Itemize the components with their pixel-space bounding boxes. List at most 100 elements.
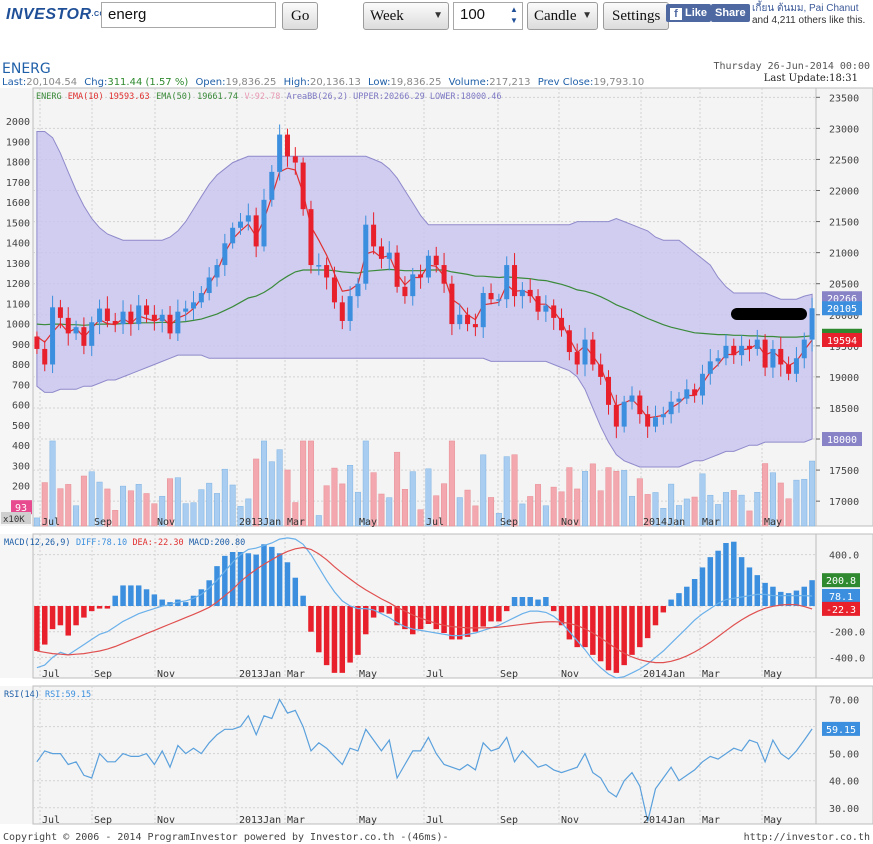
- macd-hist-bar: [190, 595, 197, 606]
- volume-tick-label: 500: [12, 421, 30, 432]
- main-ytick-label: 20000: [829, 311, 859, 322]
- volume-unit-bg: [1, 512, 31, 524]
- chart-type-select[interactable]: Candle ▼: [527, 2, 598, 30]
- candle-body: [652, 417, 658, 427]
- macd-hist-bar: [49, 606, 56, 630]
- price-badge-label: 18000: [827, 435, 857, 446]
- candle-body: [371, 224, 377, 247]
- macd-chart[interactable]: 400.00.0-200.0-400.0MACD(12,26,9)DIFF:78…: [0, 533, 873, 680]
- volume-bar: [464, 489, 471, 527]
- candle-body: [731, 345, 737, 356]
- facebook-like-button[interactable]: f Like: [666, 4, 712, 22]
- volume-bar: [112, 510, 119, 527]
- candle-body: [277, 134, 283, 172]
- volume-bar: [409, 471, 416, 527]
- macd-hist-bar: [660, 606, 667, 613]
- macd-hist-bar: [316, 606, 322, 653]
- candle-body: [73, 327, 79, 334]
- volume-bar: [96, 481, 103, 527]
- facebook-share-button[interactable]: Share: [711, 4, 750, 22]
- volume-bar: [190, 502, 197, 527]
- macd-hist-bar: [323, 606, 330, 666]
- candle-body: [457, 314, 463, 325]
- rsi-xtick-label: 2014Jan: [643, 815, 685, 826]
- main-xtick-label: May: [359, 517, 377, 528]
- price-chart[interactable]: 17000 17500 18000 18500 19000 19500 20000 20500…: [0, 87, 873, 528]
- candle-body: [559, 317, 565, 331]
- macd-hist-bar: [175, 599, 181, 606]
- candle-body: [637, 395, 643, 415]
- volume-bar: [253, 458, 260, 527]
- candle-body: [394, 252, 400, 287]
- macd-hist-bar: [676, 593, 682, 606]
- candle-body: [746, 345, 752, 349]
- main-xtick-label: 2013Jan: [239, 517, 281, 528]
- period-select[interactable]: Week ▼: [363, 2, 449, 30]
- count-stepper[interactable]: 100 ▲ ▼: [453, 2, 523, 30]
- candle-body: [778, 348, 784, 365]
- main-xtick-label: Sep: [94, 517, 112, 528]
- candle-body: [42, 348, 48, 365]
- macd-hist-bar: [496, 606, 502, 622]
- volume-bar: [480, 454, 487, 527]
- volume-bar: [777, 482, 784, 527]
- macd-hist-bar: [112, 595, 118, 606]
- candle-body: [668, 401, 674, 415]
- volume-bar: [229, 484, 236, 527]
- volume-tick-label: 600: [12, 401, 30, 412]
- volume-tick-label: 1500: [6, 218, 30, 229]
- macd-legend-item: DIFF:78.10: [76, 538, 127, 548]
- quote-low-label: Low:: [368, 77, 391, 88]
- candle-body: [89, 322, 95, 346]
- macd-hist-bar: [300, 595, 306, 606]
- candle-body: [253, 215, 259, 247]
- volume-bar: [339, 483, 346, 527]
- volume-bar: [49, 440, 56, 527]
- redaction-mark: [731, 308, 807, 320]
- volume-bar: [511, 454, 518, 527]
- candle-body: [50, 307, 56, 365]
- main-ytick-label: 17000: [829, 497, 859, 508]
- macd-hist-bar: [42, 606, 48, 645]
- candle-body: [566, 330, 572, 353]
- main-legend-item: V:92.78: [245, 92, 281, 102]
- volume-bar: [401, 488, 408, 527]
- macd-hist-bar: [723, 543, 729, 606]
- macd-dea-line: [36, 546, 813, 664]
- settings-button[interactable]: Settings: [603, 2, 670, 30]
- volume-bar: [495, 512, 502, 527]
- macd-hist-bar: [402, 606, 408, 630]
- footer-url: http://investor.co.th: [744, 832, 870, 843]
- stepper-arrows-icon[interactable]: ▲ ▼: [510, 5, 518, 25]
- symbol-input[interactable]: energ: [101, 2, 276, 28]
- macd-hist-bar: [339, 606, 346, 673]
- main-ytick-label: 18500: [829, 404, 859, 415]
- main-legend-item: ENERG: [36, 92, 62, 102]
- rsi-chart[interactable]: 70.0060.0050.0040.0030.00RSI(14)RSI:59.1…: [0, 685, 873, 826]
- volume-bar: [558, 491, 565, 527]
- macd-hist-bar: [715, 550, 721, 606]
- macd-hist-bar: [543, 597, 549, 606]
- rsi-xtick-label: 2013Jan: [239, 815, 281, 826]
- rsi-badge-label: 59.15: [826, 725, 856, 736]
- symbol-title: ENERG: [2, 61, 51, 77]
- candle-body: [81, 327, 87, 346]
- macd-hist-bar: [511, 597, 518, 606]
- macd-hist-bar: [550, 606, 557, 612]
- volume-bar: [260, 440, 267, 527]
- macd-xtick-label: Nov: [157, 669, 175, 680]
- social-names[interactable]: เกี้ยน ต้นมม, Pai Chanut: [752, 3, 859, 14]
- volume-bar: [362, 440, 369, 527]
- macd-hist-bar: [738, 557, 745, 606]
- macd-hist-bar: [222, 555, 228, 606]
- macd-hist-bar: [370, 606, 377, 618]
- candle-body: [629, 395, 635, 402]
- main-legend-item: EMA(50) 19661.74: [156, 92, 238, 102]
- volume-tick-label: 900: [12, 340, 30, 351]
- candle-body: [786, 364, 792, 374]
- rsi-legend-item: RSI(14): [4, 690, 40, 700]
- candle-body: [355, 283, 361, 297]
- volume-bar: [582, 471, 589, 527]
- go-button[interactable]: Go: [282, 2, 319, 30]
- candle-body: [598, 364, 604, 377]
